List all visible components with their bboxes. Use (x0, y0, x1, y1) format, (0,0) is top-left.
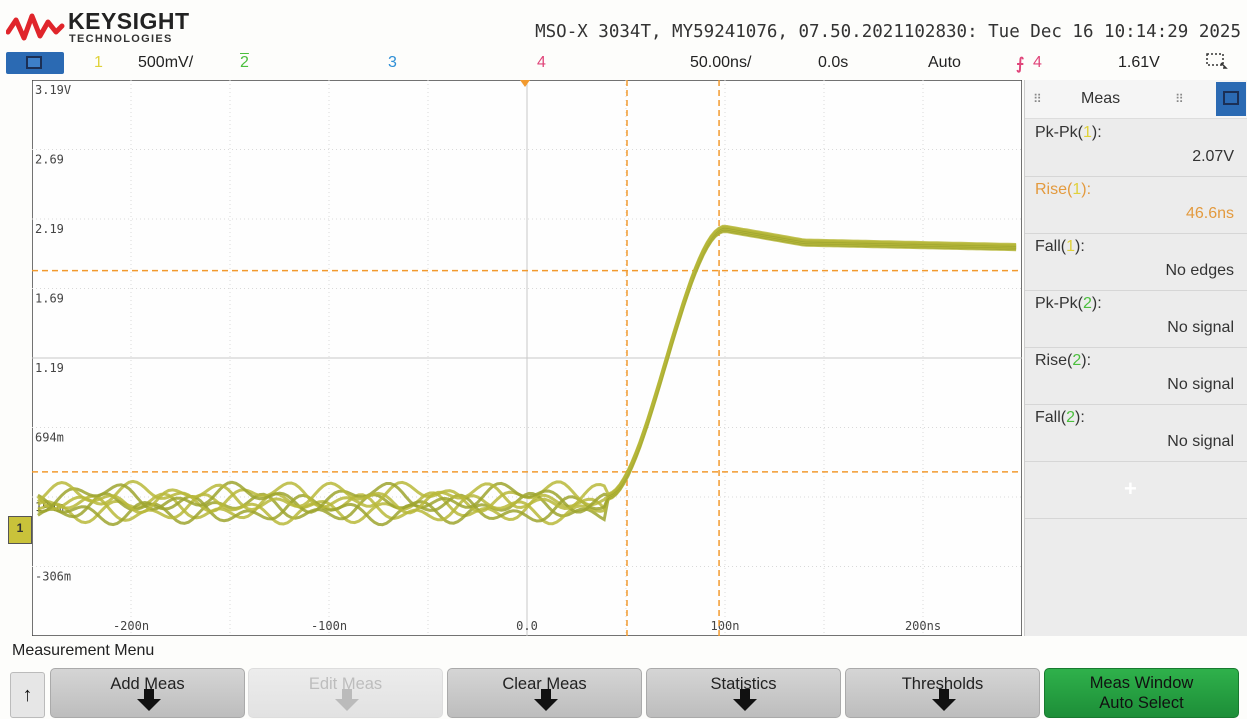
meas-value: 46.6ns (1185, 205, 1234, 222)
trigger-level[interactable]: 1.61V (1118, 54, 1160, 71)
y-tick-label: 3.19V (35, 83, 71, 97)
meas-name: Pk-Pk(1): (1035, 124, 1102, 141)
channel-bar: 1 500mV/ 2 3 4 50.00ns/ 0.0s Auto ⨍ 4 1.… (0, 50, 1247, 76)
meas-item-pkpk-2[interactable]: Pk-Pk(2): No signal (1025, 291, 1247, 348)
ch3-label[interactable]: 3 (388, 54, 397, 71)
softkey-menu-title: Measurement Menu (12, 642, 155, 659)
x-tick-label: 200ns (905, 619, 941, 633)
ch1-label[interactable]: 1 (94, 54, 103, 71)
drag-grip-icon[interactable]: ⠿ (1033, 92, 1042, 106)
graticule-grid (32, 80, 1022, 636)
timebase-value[interactable]: 50.00ns/ (690, 54, 752, 71)
down-arrow-icon (137, 689, 161, 711)
button-label: Thresholds (901, 675, 984, 693)
thresholds-button[interactable]: Thresholds (845, 668, 1040, 718)
button-label: Statistics (710, 675, 777, 693)
edit-meas-button[interactable]: Edit Meas (248, 668, 443, 718)
meas-panel-header: ⠿ Meas ⠿ (1025, 80, 1247, 119)
y-tick-label: 2.69 (35, 153, 64, 167)
meas-value: No signal (1167, 376, 1234, 393)
button-label: Meas Window Auto Select (1089, 674, 1194, 712)
ch1-scale[interactable]: 500mV/ (138, 54, 194, 71)
delay-value[interactable]: 0.0s (818, 54, 849, 71)
brand-name: KEYSIGHT (68, 8, 190, 34)
meas-item-fall-2[interactable]: Fall(2): No signal (1025, 405, 1247, 462)
statistics-button[interactable]: Statistics (646, 668, 841, 718)
meas-name: Rise(2): (1035, 352, 1092, 369)
ch1-waveform-trace (36, 224, 1017, 527)
down-arrow-icon (932, 689, 956, 711)
menu-icon (26, 56, 42, 69)
back-up-button[interactable]: ↑ (10, 672, 45, 718)
ch4-label[interactable]: 4 (537, 54, 546, 71)
y-tick-label: 1.69 (35, 292, 64, 306)
y-tick-label: 2.19 (35, 222, 64, 236)
y-tick-label: 1.19 (35, 361, 64, 375)
y-tick-label: -306m (35, 570, 71, 584)
meas-name: Pk-Pk(2): (1035, 295, 1102, 312)
trace-sweep (36, 224, 1017, 515)
drag-grip-icon[interactable]: ⠿ (1175, 92, 1184, 106)
keysight-logo: KEYSIGHT TECHNOLOGIES (6, 8, 201, 48)
trigger-edge-icon: ⨍ (1016, 56, 1025, 73)
menu-icon (1223, 91, 1239, 105)
meas-item-pkpk-1[interactable]: Pk-Pk(1): 2.07V (1025, 120, 1247, 177)
down-arrow-icon (335, 689, 359, 711)
measurement-cursors (32, 80, 1022, 636)
x-tick-label: -200n (113, 619, 149, 633)
meas-panel: ⠿ Meas ⠿ Pk-Pk(1): 2.07V Rise(1): 46.6ns… (1024, 80, 1247, 636)
x-tick-label: 0.0 (516, 619, 538, 633)
zoom-select-icon[interactable] (1206, 52, 1228, 75)
meas-value: No edges (1165, 262, 1235, 279)
meas-name: Fall(2): (1035, 409, 1085, 426)
meas-item-rise-1[interactable]: Rise(1): 46.6ns (1025, 177, 1247, 234)
clear-meas-button[interactable]: Clear Meas (447, 668, 642, 718)
meas-value: 2.07V (1192, 148, 1234, 165)
trigger-mode[interactable]: Auto (928, 54, 961, 71)
button-label: Edit Meas (308, 675, 383, 693)
meas-window-button[interactable]: Meas Window Auto Select (1044, 668, 1239, 718)
ch1-ground-marker[interactable]: 1 (8, 516, 32, 544)
meas-panel-title: Meas (1081, 90, 1121, 107)
trigger-position-marker[interactable] (520, 80, 530, 87)
meas-name: Fall(1): (1035, 238, 1085, 255)
meas-add-slot[interactable] (1025, 462, 1247, 519)
x-tick-label: 100n (711, 619, 740, 633)
instrument-id: MSO-X 3034T, MY59241076, 07.50.202110283… (535, 22, 1241, 42)
add-meas-button[interactable]: Add Meas (50, 668, 245, 718)
down-arrow-icon (733, 689, 757, 711)
down-arrow-icon (534, 689, 558, 711)
ch2-label[interactable]: 2 (240, 54, 249, 71)
panel-menu-button[interactable] (1216, 82, 1246, 116)
button-label: Add Meas (110, 675, 185, 693)
add-meas-plus-icon[interactable]: + (1124, 476, 1137, 501)
meas-name: Rise(1): (1035, 181, 1092, 198)
meas-value: No signal (1167, 433, 1234, 450)
keysight-wave-icon (6, 13, 65, 41)
meas-value: No signal (1167, 319, 1234, 336)
meas-item-fall-1[interactable]: Fall(1): No edges (1025, 234, 1247, 291)
y-tick-label: 694m (35, 431, 64, 445)
brand-subtitle: TECHNOLOGIES (69, 33, 173, 45)
button-label: Clear Meas (502, 675, 587, 693)
main-menu-button[interactable] (6, 52, 64, 74)
x-tick-label: -100n (311, 619, 347, 633)
x-axis-labels: -200n -100n 0.0 100n 200ns (113, 619, 941, 633)
trigger-source[interactable]: 4 (1033, 54, 1042, 71)
meas-item-rise-2[interactable]: Rise(2): No signal (1025, 348, 1247, 405)
